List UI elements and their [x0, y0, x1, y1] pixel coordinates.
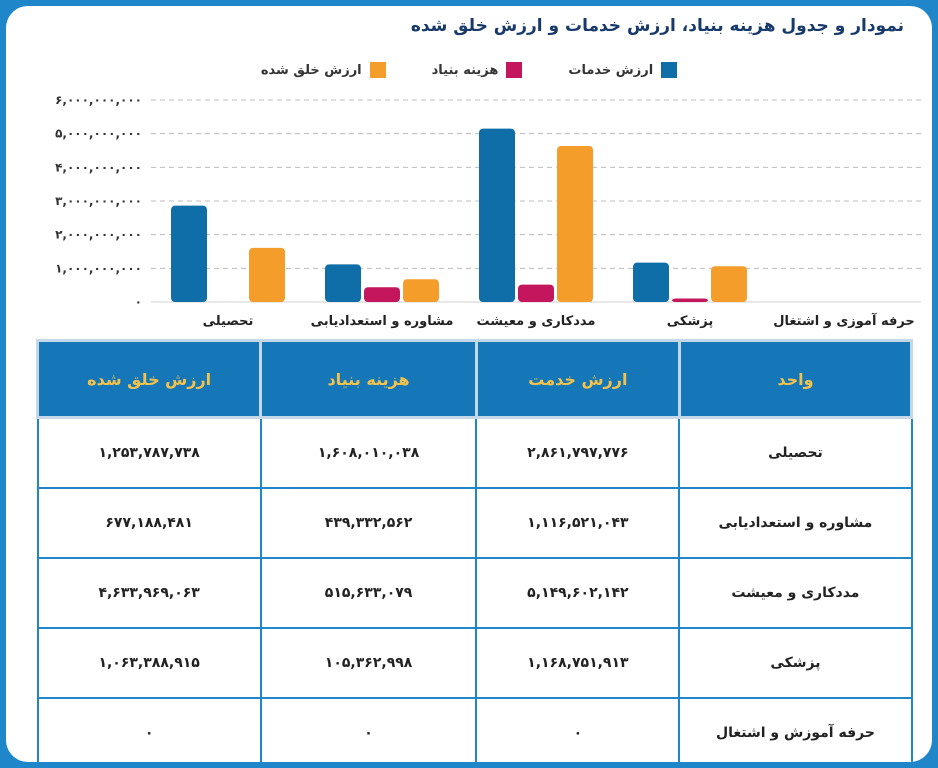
- x-category-label: تحصیلی: [203, 314, 254, 329]
- cell-created-value: ۴,۶۳۳,۹۶۹,۰۶۳: [36, 557, 262, 629]
- table-header-row: واحد ارزش خدمت هزینه بنیاد ارزش خلق شده: [35, 339, 914, 419]
- table-row: حرفه آموزش و اشتغال ۰ ۰ ۰: [36, 697, 913, 762]
- bar: [711, 266, 747, 302]
- bar: [364, 287, 400, 302]
- cell-unit: پزشکی: [678, 627, 913, 699]
- bar: [672, 298, 708, 302]
- cell-service-value: ۱,۱۶۸,۷۵۱,۹۱۳: [475, 627, 681, 699]
- y-tick-label: ۰: [135, 295, 142, 309]
- y-tick-label: ۱,۰۰۰,۰۰۰,۰۰۰: [55, 261, 142, 275]
- bar: [479, 128, 515, 302]
- header-unit: واحد: [677, 339, 914, 419]
- cell-unit: حرفه آموزش و اشتغال: [678, 697, 913, 762]
- bar: [249, 247, 285, 302]
- bar: [633, 262, 669, 302]
- cell-service-value: ۱,۱۱۶,۵۲۱,۰۴۳: [475, 487, 681, 559]
- cell-service-value: ۲,۸۶۱,۷۹۷,۷۷۶: [475, 416, 681, 489]
- bar: [325, 264, 361, 302]
- cell-created-value: ۶۷۷,۱۸۸,۴۸۱: [36, 487, 262, 559]
- cell-created-value: ۰: [36, 697, 262, 762]
- bar: [518, 284, 554, 302]
- header-service-value: ارزش خدمت: [474, 339, 681, 419]
- y-tick-label: ۶,۰۰۰,۰۰۰,۰۰۰: [55, 93, 142, 107]
- cell-unit: تحصیلی: [678, 416, 913, 489]
- table-row: تحصیلی ۲,۸۶۱,۷۹۷,۷۷۶ ۱,۶۰۸,۰۱۰,۰۳۸ ۱,۲۵۳…: [36, 416, 913, 489]
- data-table: واحد ارزش خدمت هزینه بنیاد ارزش خلق شده …: [35, 339, 914, 762]
- cell-created-value: ۱,۰۶۳,۳۸۸,۹۱۵: [36, 627, 262, 699]
- legend-label-service-value: ارزش خدمات: [568, 62, 654, 78]
- bar: [171, 205, 207, 302]
- cell-service-value: ۰: [475, 697, 681, 762]
- header-foundation-cost: هزینه بنیاد: [259, 339, 478, 419]
- cell-service-value: ۵,۱۴۹,۶۰۲,۱۴۲: [475, 557, 681, 629]
- legend-swatch-foundation-cost: [506, 62, 523, 78]
- chart-card: نمودار و جدول هزینه بنیاد، ارزش خدمات و …: [6, 6, 932, 762]
- y-tick-label: ۲,۰۰۰,۰۰۰,۰۰۰: [55, 228, 142, 242]
- y-tick-label: ۴,۰۰۰,۰۰۰,۰۰۰: [55, 160, 142, 174]
- chart-title: نمودار و جدول هزینه بنیاد، ارزش خدمات و …: [410, 16, 904, 36]
- legend-swatch-created-value: [369, 62, 386, 78]
- x-category-label: مددکاری و معیشت: [477, 314, 596, 329]
- cell-foundation-cost: ۰: [259, 697, 478, 762]
- legend-item-foundation-cost: هزینه بنیاد: [432, 62, 523, 78]
- cell-foundation-cost: ۱,۶۰۸,۰۱۰,۰۳۸: [259, 416, 478, 489]
- legend-label-foundation-cost: هزینه بنیاد: [431, 62, 499, 78]
- legend: ارزش خدمات هزینه بنیاد ارزش خلق شده: [6, 62, 932, 78]
- bar: [557, 145, 593, 302]
- cell-created-value: ۱,۲۵۳,۷۸۷,۷۳۸: [36, 416, 262, 489]
- bar: [403, 279, 439, 302]
- cell-foundation-cost: ۱۰۵,۳۶۲,۹۹۸: [259, 627, 478, 699]
- legend-swatch-service-value: [661, 62, 678, 78]
- bar-chart: ۰ ۱,۰۰۰,۰۰۰,۰۰۰ ۲,۰۰۰,۰۰۰,۰۰۰ ۳,۰۰۰,۰۰۰,۰۰۰…: [55, 93, 921, 329]
- cell-unit: مشاوره و استعدادیابی: [678, 487, 913, 559]
- y-tick-label: ۳,۰۰۰,۰۰۰,۰۰۰: [55, 194, 142, 208]
- y-tick-label: ۵,۰۰۰,۰۰۰,۰۰۰: [55, 127, 142, 141]
- table-row: پزشکی ۱,۱۶۸,۷۵۱,۹۱۳ ۱۰۵,۳۶۲,۹۹۸ ۱,۰۶۳,۳۸…: [36, 627, 913, 699]
- cell-foundation-cost: ۵۱۵,۶۳۳,۰۷۹: [259, 557, 478, 629]
- legend-item-service-value: ارزش خدمات: [568, 62, 678, 78]
- x-category-label: پزشکی: [667, 314, 713, 329]
- header-created-value: ارزش خلق شده: [35, 339, 263, 419]
- legend-label-created-value: ارزش خلق شده: [260, 62, 362, 78]
- table-row: مددکاری و معیشت ۵,۱۴۹,۶۰۲,۱۴۲ ۵۱۵,۶۳۳,۰۷…: [36, 557, 913, 629]
- cell-foundation-cost: ۴۳۹,۳۳۲,۵۶۲: [259, 487, 478, 559]
- x-category-label: مشاوره و استعدادیابی: [311, 314, 454, 329]
- legend-item-created-value: ارزش خلق شده: [261, 62, 386, 78]
- table-row: مشاوره و استعدادیابی ۱,۱۱۶,۵۲۱,۰۴۳ ۴۳۹,۳…: [36, 487, 913, 559]
- x-category-label: حرفه آموزی و اشتغال: [773, 312, 915, 329]
- cell-unit: مددکاری و معیشت: [678, 557, 913, 629]
